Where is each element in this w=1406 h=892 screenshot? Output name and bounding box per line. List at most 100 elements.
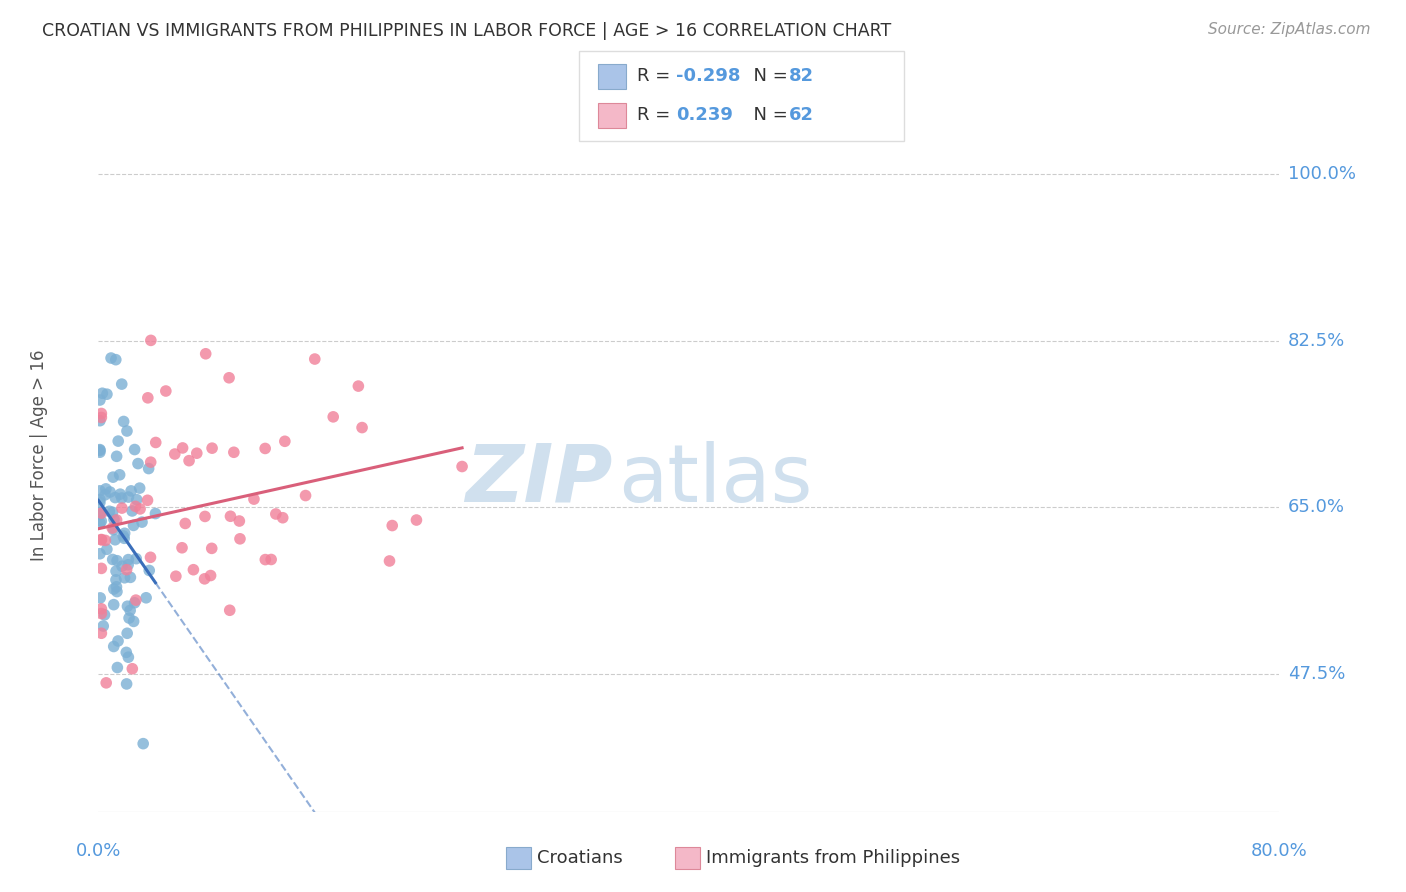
Point: [91, 386, 114, 401]
Point: [89, 506, 111, 520]
Point: [89, 443, 111, 458]
Point: [96, 676, 118, 690]
Point: [94, 533, 117, 548]
Point: [120, 603, 142, 617]
Point: [90, 410, 112, 425]
Point: [254, 552, 277, 566]
Point: [89, 495, 111, 509]
Point: [90, 514, 112, 528]
Point: [381, 518, 404, 533]
Point: [89, 445, 111, 459]
Point: [177, 453, 200, 467]
Point: [104, 533, 127, 547]
Point: [121, 662, 143, 676]
Text: ZIP: ZIP: [465, 441, 612, 519]
Point: [111, 501, 134, 516]
Point: [105, 584, 128, 599]
Point: [120, 483, 142, 498]
Point: [107, 434, 129, 449]
Point: [352, 420, 374, 434]
Point: [129, 502, 152, 516]
Point: [94, 488, 117, 502]
Point: [186, 446, 208, 460]
Point: [139, 455, 162, 469]
Point: [194, 347, 217, 361]
Point: [118, 611, 141, 625]
Point: [194, 572, 217, 586]
Point: [101, 470, 124, 484]
Point: [155, 384, 177, 398]
Point: [100, 351, 122, 365]
Text: CROATIAN VS IMMIGRANTS FROM PHILIPPINES IN LABOR FORCE | AGE > 16 CORRELATION CH: CROATIAN VS IMMIGRANTS FROM PHILIPPINES …: [42, 22, 891, 40]
Text: Croatians: Croatians: [537, 849, 623, 867]
Point: [174, 516, 197, 531]
Text: 80.0%: 80.0%: [1251, 842, 1308, 860]
Point: [117, 490, 139, 504]
Point: [145, 507, 167, 521]
Point: [103, 640, 125, 654]
Point: [89, 483, 111, 498]
Point: [294, 489, 316, 503]
Point: [103, 582, 125, 596]
Point: [114, 571, 136, 585]
Point: [101, 552, 124, 566]
Point: [89, 591, 111, 605]
Point: [105, 660, 128, 674]
Point: [117, 552, 139, 566]
Point: [125, 492, 148, 507]
Point: [194, 509, 217, 524]
Point: [163, 447, 186, 461]
Point: [228, 514, 250, 528]
Point: [200, 568, 222, 582]
Point: [98, 485, 121, 500]
Point: [125, 551, 148, 566]
Point: [105, 450, 128, 464]
Point: [131, 515, 153, 529]
Point: [103, 598, 125, 612]
Point: [90, 506, 112, 520]
Point: [105, 513, 128, 527]
Point: [117, 558, 139, 572]
Point: [121, 504, 143, 518]
Point: [274, 434, 297, 449]
Point: [139, 334, 162, 348]
Text: R =: R =: [637, 106, 682, 124]
Point: [124, 500, 146, 514]
Point: [90, 407, 112, 421]
Point: [218, 603, 240, 617]
Point: [111, 491, 134, 505]
Point: [128, 481, 150, 495]
Point: [218, 371, 240, 385]
Text: Immigrants from Philippines: Immigrants from Philippines: [706, 849, 960, 867]
Point: [94, 482, 117, 496]
Point: [103, 523, 125, 537]
Point: [139, 550, 162, 565]
Text: atlas: atlas: [619, 441, 813, 519]
Text: 82: 82: [789, 68, 814, 86]
Point: [115, 677, 138, 691]
Point: [89, 508, 111, 522]
Point: [90, 626, 112, 640]
Point: [122, 518, 145, 533]
Point: [89, 516, 111, 530]
Point: [98, 504, 121, 518]
Text: 65.0%: 65.0%: [1288, 499, 1344, 516]
Point: [115, 424, 138, 438]
Point: [104, 573, 127, 587]
Point: [89, 442, 111, 457]
Point: [122, 615, 145, 629]
Point: [104, 352, 127, 367]
Point: [243, 492, 266, 507]
Point: [107, 634, 129, 648]
Point: [90, 561, 112, 575]
Point: [264, 507, 287, 521]
Point: [304, 352, 326, 367]
Point: [260, 552, 283, 566]
Text: 62: 62: [789, 106, 814, 124]
Text: 0.239: 0.239: [676, 106, 733, 124]
Point: [90, 607, 112, 621]
Point: [90, 533, 112, 547]
Point: [91, 619, 114, 633]
Text: 100.0%: 100.0%: [1288, 165, 1355, 183]
Point: [132, 737, 155, 751]
